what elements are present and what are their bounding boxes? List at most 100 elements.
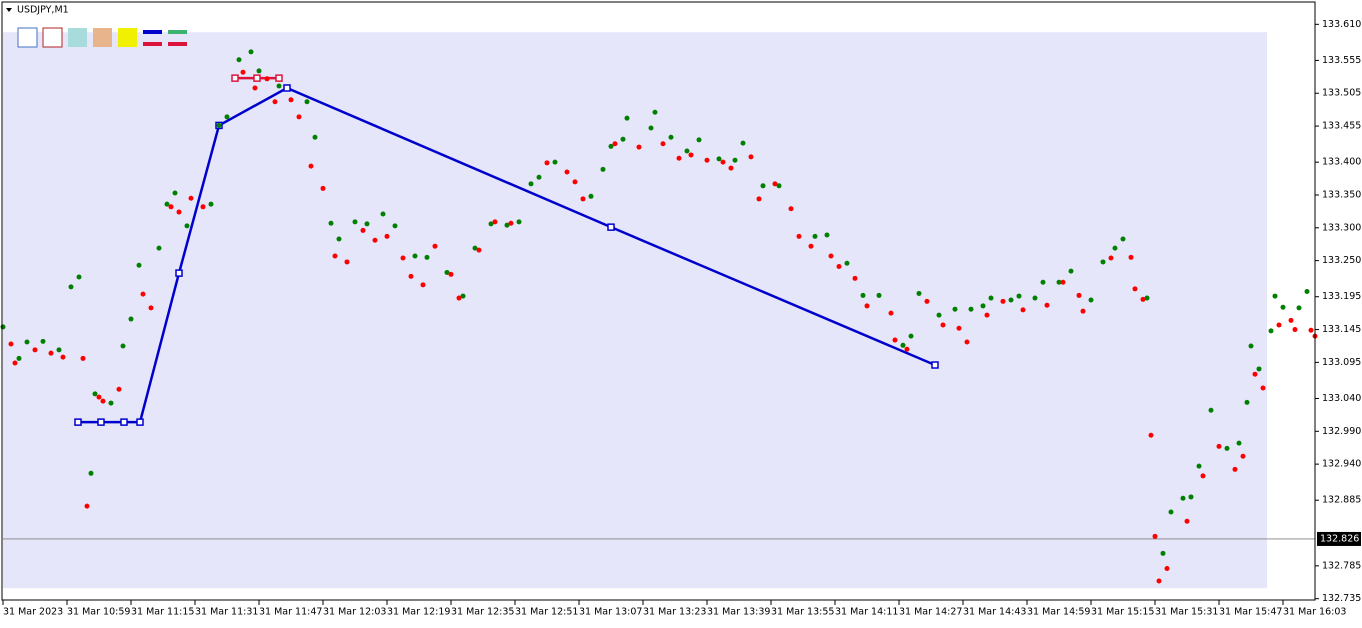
price-dot: [1040, 279, 1046, 285]
trend-vertex: [283, 84, 291, 92]
tool-line-green[interactable]: [168, 30, 187, 34]
current-price-label: 132.826: [1320, 533, 1359, 544]
price-dot: [600, 166, 606, 172]
tool-fill-orange[interactable]: [93, 28, 112, 47]
dots-layer: [0, 49, 1318, 584]
x-tick-label: 31 Mar 11:47: [259, 607, 322, 618]
price-dot: [984, 312, 990, 318]
y-tick-label: 133.095: [1322, 357, 1361, 368]
price-dot: [1236, 440, 1242, 446]
price-dot: [612, 141, 618, 147]
price-dot: [188, 195, 194, 201]
y-tick-label: 132.990: [1322, 426, 1361, 437]
tool-line-blue[interactable]: [143, 30, 162, 34]
price-dot: [1000, 298, 1006, 304]
price-dot: [1256, 366, 1262, 372]
price-dot: [360, 227, 366, 233]
price-dot: [240, 69, 246, 75]
price-dot: [1160, 550, 1166, 556]
price-dot: [1060, 279, 1066, 285]
y-tick-label: 132.885: [1322, 495, 1361, 506]
x-tick-label: 31 Mar 13:39: [707, 607, 770, 618]
price-dot: [904, 346, 910, 352]
price-dot: [336, 236, 342, 242]
price-dot: [704, 157, 710, 163]
price-dot: [1184, 518, 1190, 524]
price-dot: [648, 125, 654, 131]
price-dot: [100, 398, 106, 404]
price-dot: [296, 114, 302, 120]
price-dot: [1240, 453, 1246, 459]
price-dot: [0, 324, 6, 330]
menu-arrow[interactable]: [6, 8, 12, 12]
price-dot: [1276, 322, 1282, 328]
price-dot: [1224, 445, 1230, 451]
price-dot: [16, 355, 22, 361]
price-dot: [1304, 288, 1310, 294]
price-dot: [812, 233, 818, 239]
price-dot: [572, 179, 578, 185]
price-dot: [208, 201, 214, 207]
price-dot: [80, 355, 86, 361]
price-dot: [312, 134, 318, 140]
price-dot: [224, 114, 230, 120]
price-dot: [1296, 305, 1302, 311]
price-dot: [1044, 302, 1050, 308]
price-dot: [400, 255, 406, 261]
price-dot: [636, 144, 642, 150]
price-dot: [1016, 293, 1022, 299]
price-dot: [624, 115, 630, 121]
price-dot: [1260, 385, 1266, 391]
price-dot: [952, 306, 958, 312]
x-tick-label: 31 Mar 10:59: [67, 607, 130, 618]
price-dot: [272, 99, 278, 105]
price-dot: [248, 49, 254, 55]
price-dot: [544, 160, 550, 166]
tool-line-red[interactable]: [143, 42, 162, 46]
price-dot: [564, 169, 570, 175]
price-dot: [1140, 296, 1146, 302]
tool-fill-cyan[interactable]: [68, 28, 87, 47]
price-dot: [40, 338, 46, 344]
tool-fill-yellow[interactable]: [118, 28, 137, 47]
price-dot: [824, 232, 830, 238]
tool-rect-blue[interactable]: [17, 27, 38, 48]
price-dot: [728, 165, 734, 171]
price-dot: [1164, 565, 1170, 571]
price-dot: [776, 183, 782, 189]
price-dot: [660, 141, 666, 147]
trend-vertex: [231, 74, 239, 82]
price-dot: [844, 260, 850, 266]
price-dot: [408, 273, 414, 279]
price-dot: [796, 233, 802, 239]
price-dot: [1008, 297, 1014, 303]
price-dot: [380, 211, 386, 217]
price-dot: [372, 237, 378, 243]
price-dot: [696, 137, 702, 143]
price-dot: [1208, 407, 1214, 413]
price-dot: [1280, 304, 1286, 310]
price-dot: [308, 163, 314, 169]
price-dot: [328, 220, 334, 226]
x-tick-label: 31 Mar 12:03: [323, 607, 386, 618]
price-dot: [32, 347, 38, 353]
trend-vertex: [97, 418, 105, 426]
tool-rect-red[interactable]: [42, 27, 63, 48]
x-tick-label: 31 Mar 13:55: [771, 607, 834, 618]
price-dot: [860, 292, 866, 298]
trend-vertex: [74, 418, 82, 426]
y-tick-label: 132.940: [1322, 459, 1361, 470]
price-dot: [1032, 295, 1038, 301]
price-dot: [772, 181, 778, 187]
x-tick-label: 31 Mar 12:35: [451, 607, 514, 618]
chart-title: USDJPY,M1: [17, 5, 69, 16]
x-tick-label: 31 Mar 11:15: [131, 607, 194, 618]
price-dot: [412, 253, 418, 259]
price-dot: [1244, 399, 1250, 405]
tool-line-red2[interactable]: [168, 42, 187, 46]
price-dot: [76, 274, 82, 280]
y-tick-label: 133.350: [1322, 189, 1361, 200]
x-tick-label: 31 Mar 14:43: [963, 607, 1026, 618]
price-dot: [352, 219, 358, 225]
